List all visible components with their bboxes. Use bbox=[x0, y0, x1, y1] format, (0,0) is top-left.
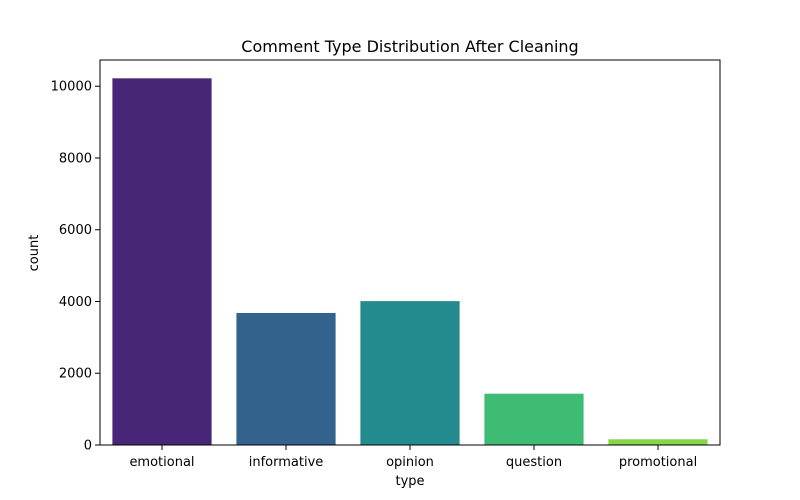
x-tick-label-informative: informative bbox=[249, 455, 324, 470]
x-tick-label-question: question bbox=[506, 455, 562, 470]
y-tick-label-6000: 6000 bbox=[59, 223, 92, 238]
y-tick-label-8000: 8000 bbox=[59, 151, 92, 166]
bar-informative bbox=[236, 312, 336, 445]
x-tick-label-emotional: emotional bbox=[129, 455, 194, 470]
bars-group bbox=[112, 78, 708, 445]
y-tick-label-0: 0 bbox=[84, 439, 92, 454]
y-tick-label-2000: 2000 bbox=[59, 367, 92, 382]
x-tick-label-promotional: promotional bbox=[619, 455, 697, 470]
y-tick-label-10000: 10000 bbox=[51, 80, 92, 95]
bar-emotional bbox=[112, 78, 212, 445]
y-tick-label-4000: 4000 bbox=[59, 295, 92, 310]
x-tick-label-opinion: opinion bbox=[386, 455, 434, 470]
x-axis-label: type bbox=[395, 474, 424, 489]
bar-promotional bbox=[608, 439, 708, 445]
y-axis-ticks: 0 2000 4000 6000 8000 10000 bbox=[51, 80, 100, 454]
x-axis-ticks: emotional informative opinion question promo… bbox=[129, 445, 697, 470]
chart-title: Comment Type Distribution After Cleaning bbox=[241, 37, 578, 56]
y-axis-label: count bbox=[27, 235, 42, 272]
bar-question bbox=[484, 393, 584, 445]
bar-opinion bbox=[360, 301, 460, 445]
